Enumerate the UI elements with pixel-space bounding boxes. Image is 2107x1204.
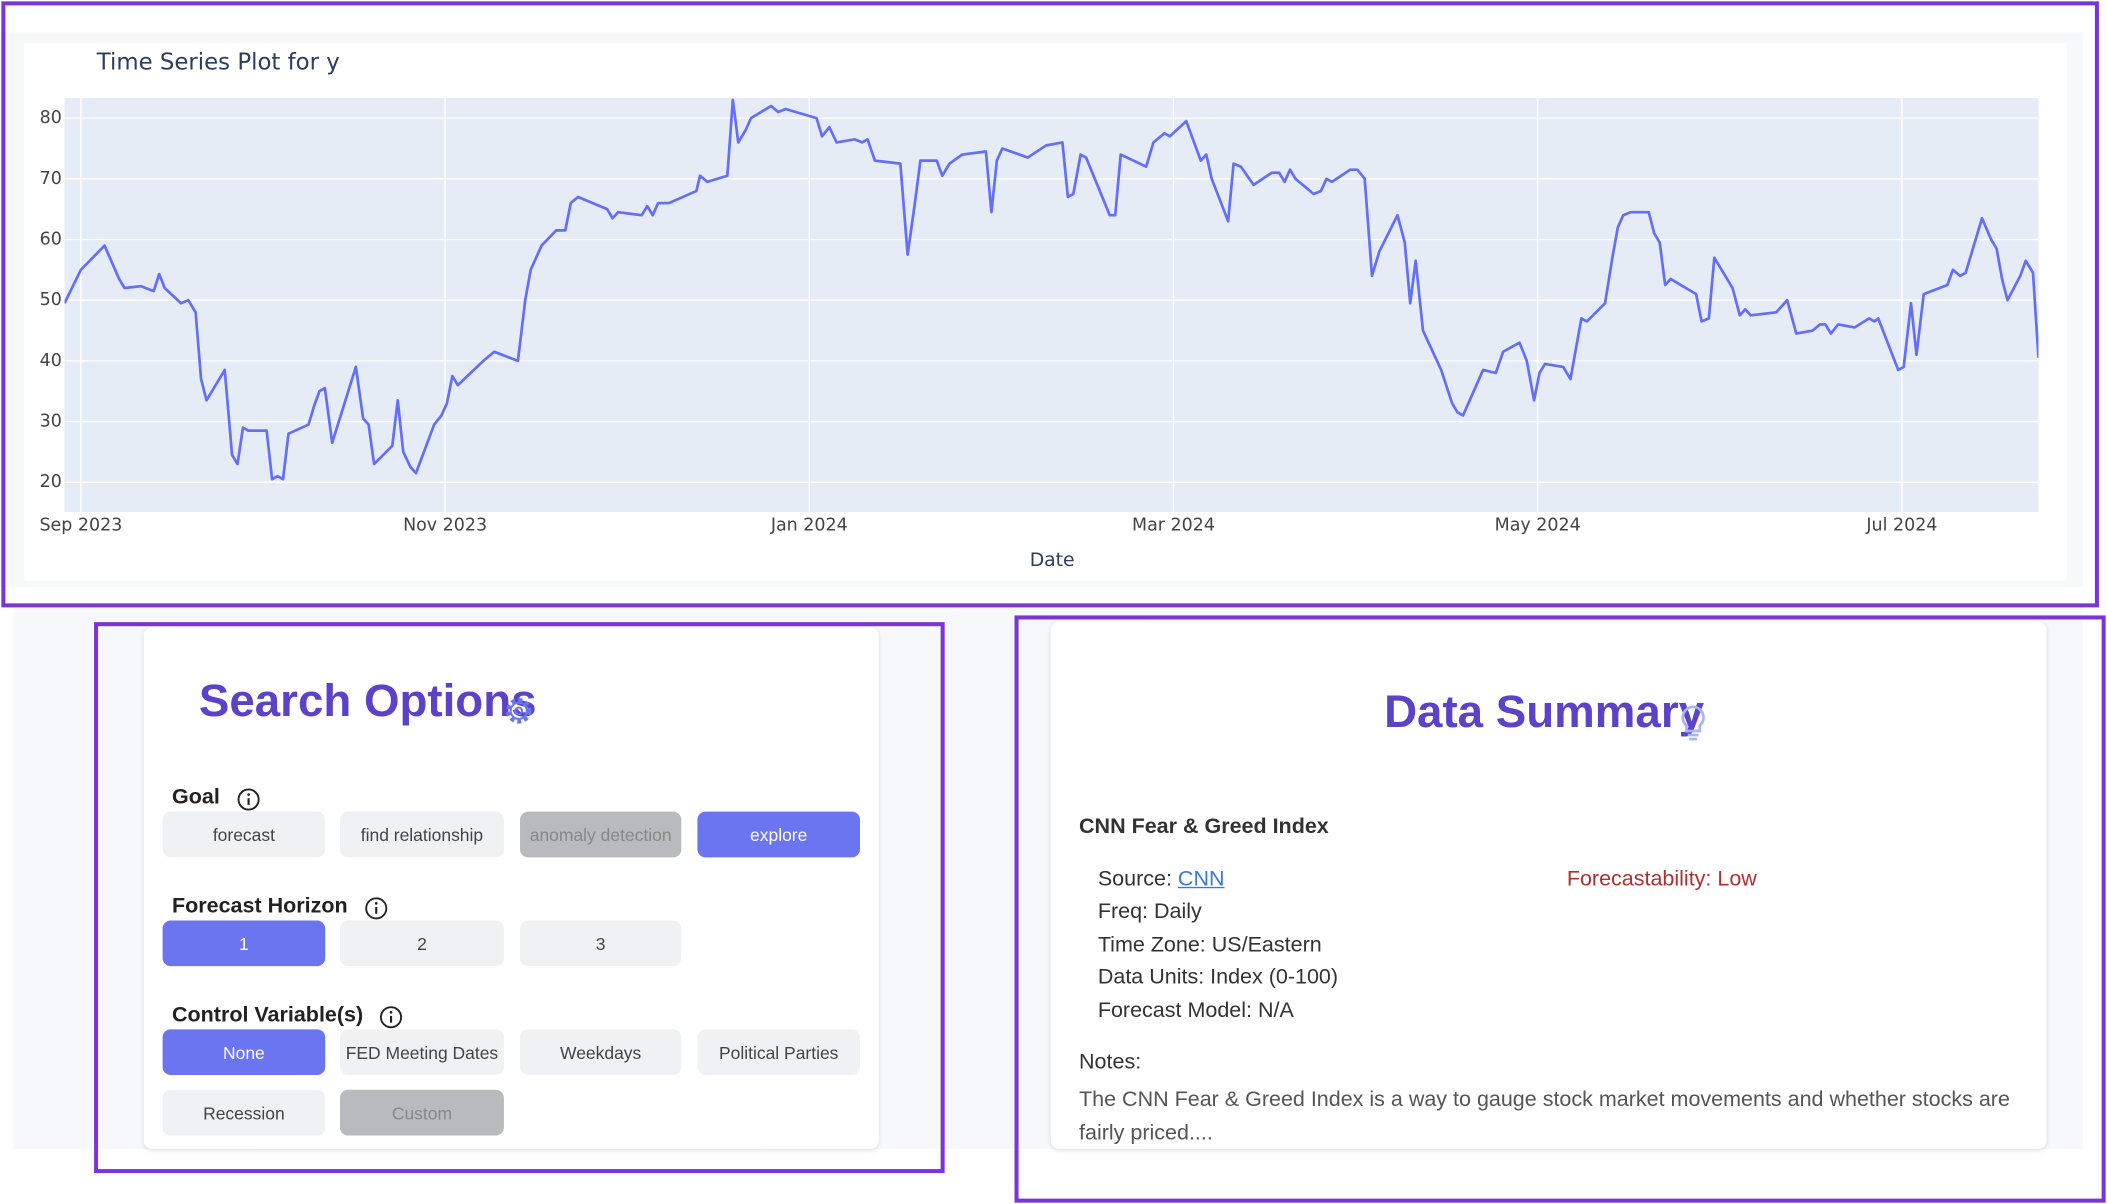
highlight-box — [1014, 615, 2106, 1203]
source-link[interactable]: CNN — [1177, 868, 1225, 891]
option-button[interactable]: 3 — [520, 920, 682, 967]
dataset-name: CNN Fear & Greed Index — [1079, 815, 1329, 839]
detail-line: Data Units: Index (0-100) — [1097, 966, 1339, 989]
y-tick-label: 30 — [40, 412, 62, 432]
option-button[interactable]: find relationship — [339, 811, 504, 858]
data-line — [64, 98, 2039, 481]
x-axis-title: Date — [1030, 550, 1075, 571]
bulb-icon — [1681, 705, 1705, 741]
detail-line: Time Zone: US/Eastern — [1097, 933, 1322, 957]
option-button[interactable]: Political Parties — [697, 1029, 860, 1075]
x-tick-label: Jul 2024 — [1865, 515, 1937, 535]
highlight-box — [1, 1, 2099, 608]
option-button: anomaly detection — [520, 811, 682, 858]
source-label: Source: — [1097, 868, 1172, 891]
search-options-title: Search Options — [198, 675, 537, 727]
detail-line: Freq: Daily — [1097, 900, 1202, 924]
info-icon[interactable] — [379, 1005, 403, 1029]
option-button[interactable]: Weekdays — [520, 1029, 682, 1075]
option-button[interactable]: explore — [697, 811, 860, 858]
option-button[interactable]: None — [162, 1029, 326, 1075]
option-button[interactable]: forecast — [162, 811, 326, 858]
notes-text: The CNN Fear & Greed Index is a way to g… — [1079, 1088, 2010, 1145]
option-button: Custom — [339, 1089, 504, 1136]
chart-title: Time Series Plot for y — [96, 50, 340, 76]
group-label: Control Variable(s) — [172, 1003, 364, 1027]
search-options-card: Search Options Goal forecast find relation… — [143, 627, 879, 1149]
x-tick-label: Nov 2023 — [403, 515, 487, 535]
source-line: Source: CNN — [1098, 868, 1225, 892]
chart: Time Series Plot for y Date 20 30 40 50 60 70… — [24, 43, 2067, 581]
option-button[interactable]: FED Meeting Dates — [339, 1029, 504, 1075]
data-summary-title: Data Summary — [1384, 686, 1705, 738]
x-tick-label: Mar 2024 — [1132, 515, 1215, 535]
x-tick-label: Jan 2024 — [770, 515, 848, 535]
x-tick-label: May 2024 — [1495, 515, 1581, 535]
detail-line: Forecast Model: N/A — [1097, 999, 1294, 1022]
option-button[interactable]: Recession — [162, 1089, 326, 1136]
info-icon[interactable] — [364, 896, 388, 920]
y-tick-label: 60 — [40, 229, 62, 249]
group-label: Goal — [172, 786, 220, 809]
highlight-box — [94, 622, 945, 1174]
y-tick-label: 80 — [40, 108, 62, 128]
notes-label: Notes: — [1079, 1050, 1142, 1074]
option-button[interactable]: 2 — [339, 920, 504, 967]
option-button[interactable]: 1 — [162, 920, 326, 967]
info-icon[interactable] — [237, 787, 261, 811]
data-summary-card: Data Summary CNN Fear & Greed Index Sour… — [1050, 622, 2047, 1149]
forecastability: Forecastability: Low — [1566, 868, 1757, 891]
x-tick-label: Sep 2023 — [39, 515, 122, 535]
y-tick-label: 40 — [40, 351, 62, 371]
y-tick-label: 50 — [40, 290, 62, 310]
gear-icon — [505, 698, 532, 724]
y-tick-label: 20 — [40, 472, 62, 492]
group-label: Forecast Horizon — [172, 894, 348, 918]
y-tick-label: 70 — [40, 169, 62, 189]
